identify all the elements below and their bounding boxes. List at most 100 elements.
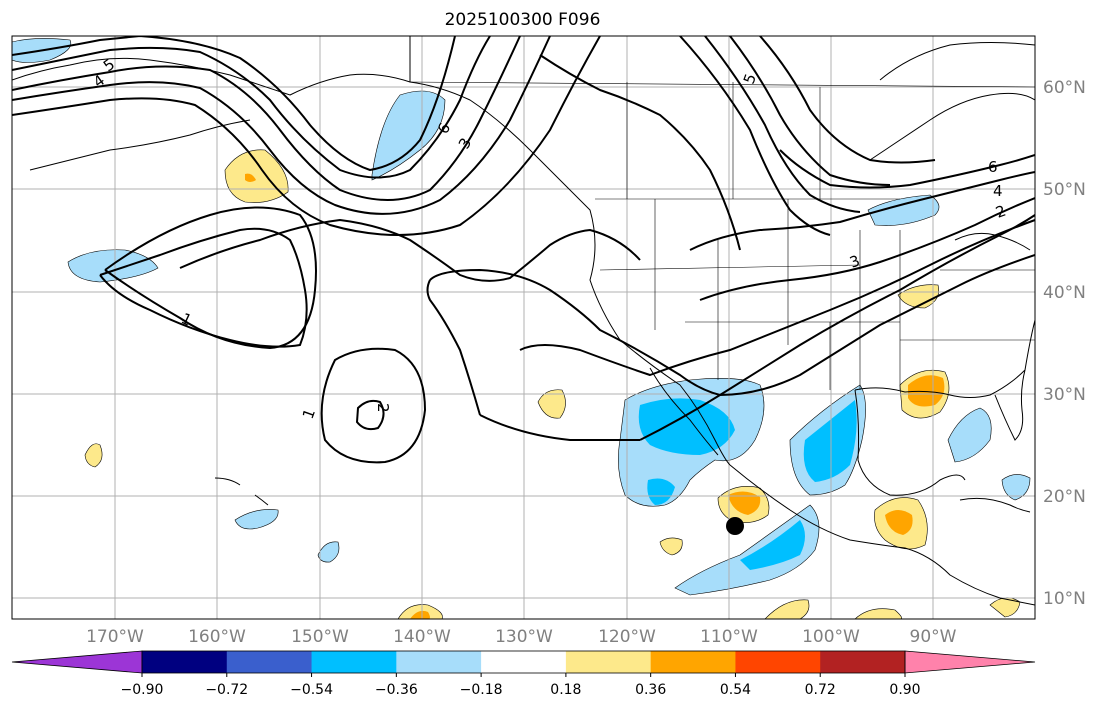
coastlines: [12, 36, 1035, 606]
neg-anomaly-hawaii: [234, 509, 279, 530]
neg-anomaly-gulf-california-core: [638, 398, 735, 455]
lon-label-150w: 150°W: [291, 627, 349, 647]
contour-label-4-east: 4: [993, 182, 1003, 200]
colorbar-tick-label: 0.54: [720, 682, 751, 698]
contour-north-2: [704, 36, 861, 213]
contour-alaska-1: [12, 36, 521, 201]
lat-label-50n: 50°N: [1043, 180, 1086, 200]
colorbar-tick-label: −0.72: [205, 682, 248, 698]
colorbar-tick-label: −0.36: [375, 682, 418, 698]
pos-anomaly-north-pacific-core: [245, 173, 256, 182]
pos-anomaly-bottom-2: [764, 599, 810, 619]
colorbar-tick-label: 0.18: [550, 682, 581, 698]
location-marker: [726, 517, 744, 535]
colorbar-bin: [481, 651, 567, 673]
state-borders: [409, 81, 1035, 390]
gulf-of-mexico-coast: [854, 389, 966, 496]
lat-label-40n: 40°N: [1043, 283, 1086, 303]
map-title: 2025100300 F096: [444, 10, 601, 30]
contour-5-east: [689, 171, 1035, 251]
map-frame: [11, 35, 1036, 620]
pos-anomaly-texas-core: [908, 375, 945, 407]
contour-alaska-4: [12, 36, 491, 179]
contour-north-3: [729, 36, 891, 186]
colorbar-tick-label: −0.54: [290, 682, 333, 698]
lon-label-130w: 130°W: [495, 627, 553, 647]
colorbar-bin: [311, 651, 397, 673]
contour-2-low: [320, 347, 427, 464]
contour-1-loop: [429, 254, 1035, 397]
canada-arctic: [879, 42, 1035, 81]
neg-anomaly-small: [317, 541, 340, 563]
colorbar-bin: [820, 651, 906, 673]
colorbar: −0.90 −0.72 −0.54 −0.36 −0.18 0.18 0.36 0.54 0.7…: [11, 650, 1036, 698]
hudson-bay: [869, 92, 1035, 161]
pos-anomaly-baja-core: [728, 491, 761, 515]
pos-anomaly-small-2: [659, 537, 683, 556]
latitude-labels: 60°N 50°N 40°N 30°N 20°N 10°N: [1043, 78, 1086, 609]
neg-anomaly-pacific-coast: [674, 504, 820, 596]
north-america-west-coast: [409, 36, 731, 466]
neg-anomaly-pacific-coast-core: [740, 520, 805, 570]
contour-mid-3: [539, 54, 741, 251]
neg-anomaly-gulf-mexico: [947, 407, 992, 463]
colorbar-extend-min: [11, 650, 143, 674]
hawaii: [214, 477, 269, 506]
contour-north-4: [759, 36, 936, 164]
pos-anomaly-pacific-small: [537, 389, 566, 419]
lat-label-30n: 30°N: [1043, 385, 1086, 405]
aleutians: [29, 119, 251, 171]
colorbar-tick-label: −0.18: [460, 682, 503, 698]
mexico-west-coast: [729, 464, 1035, 606]
contour-alaska-5: [12, 36, 456, 172]
baja-peninsula: [649, 367, 719, 456]
contour-label-6-east: 6: [988, 158, 998, 176]
lon-label-140w: 140°W: [393, 627, 451, 647]
lon-label-170w: 170°W: [86, 627, 144, 647]
colorbar-outline: [141, 650, 906, 674]
colorbar-bin: [650, 651, 736, 673]
lat-label-20n: 20°N: [1043, 487, 1086, 507]
alaska-coast: [12, 57, 411, 96]
colorbar-bin: [565, 651, 652, 673]
longitude-labels: 170°W 160°W 150°W 140°W 130°W 120°W 110°…: [86, 627, 957, 647]
contour-2-east: [519, 219, 1035, 377]
pos-anomaly-west-pacific: [84, 443, 103, 468]
neg-anomaly-great-lakes: [867, 194, 940, 226]
anomaly-shading: [12, 38, 1031, 619]
contour-alaska-2: [12, 36, 551, 215]
gulf-coast-us: [854, 369, 1026, 398]
neg-anomaly-gulf-alaska: [371, 90, 446, 181]
lat-label-10n: 10°N: [1043, 589, 1086, 609]
lon-label-160w: 160°W: [188, 627, 246, 647]
neg-anomaly-north-pacific: [67, 249, 159, 283]
colorbar-bin: [142, 651, 228, 673]
contour-4-east: [699, 197, 1035, 301]
colorbar-bin: [396, 651, 482, 673]
contour-1-central: [179, 218, 641, 282]
lat-label-60n: 60°N: [1043, 78, 1086, 98]
contour-north-1: [679, 36, 831, 236]
pos-anomaly-bottom-core: [410, 610, 430, 619]
lon-label-90w: 90°W: [910, 627, 957, 647]
lon-label-100w: 100°W: [802, 627, 860, 647]
contour-2-inner: [355, 399, 385, 431]
contour-1-west: [104, 206, 317, 350]
colorbar-tick-label: 0.36: [635, 682, 666, 698]
colorbar-bin: [735, 651, 821, 673]
neg-anomaly-mexico-core: [803, 400, 857, 482]
colorbar-tick-label: 0.90: [889, 682, 920, 698]
colorbar-tick-label: −0.90: [121, 682, 164, 698]
contour-label-2-low: 2: [374, 403, 392, 413]
pos-anomaly-central-america-core: [885, 510, 913, 535]
contour-alaska-3: [12, 36, 601, 236]
contour-6-east: [779, 149, 1035, 189]
lon-label-110w: 110°W: [700, 627, 758, 647]
neg-anomaly-caribbean: [1001, 474, 1031, 501]
lon-label-120w: 120°W: [598, 627, 656, 647]
neg-anomaly-core-2: [647, 478, 675, 505]
contour-mid-2: [479, 414, 640, 442]
contour-lines: [12, 36, 1035, 464]
contour-mid-1: [426, 279, 481, 416]
